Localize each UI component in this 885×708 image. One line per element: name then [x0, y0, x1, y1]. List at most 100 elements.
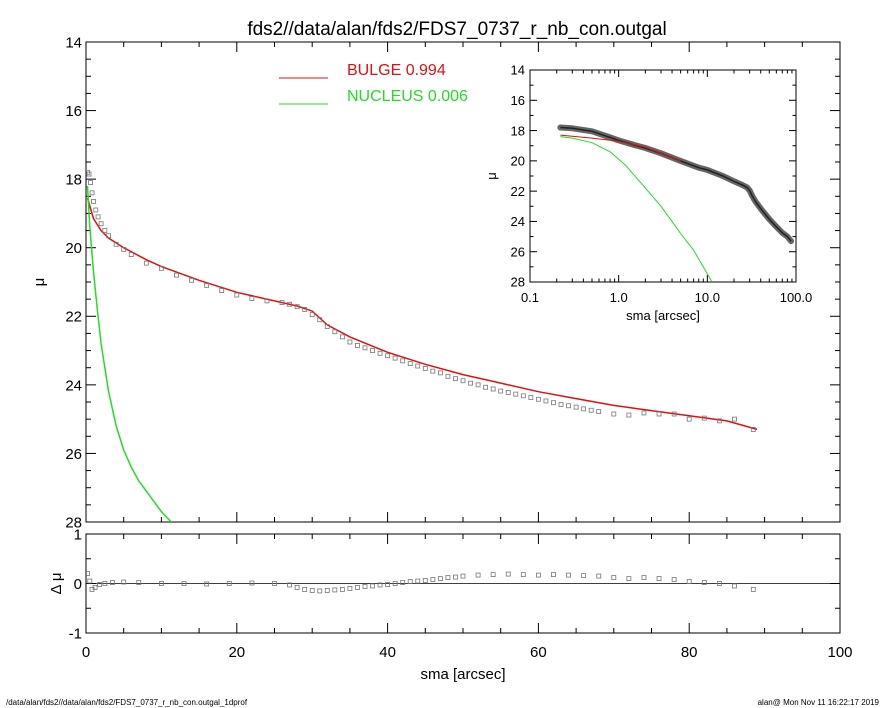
main-y-tick-label: 28 [65, 514, 82, 531]
resid-data-point [750, 587, 756, 592]
resid-data-point [701, 580, 707, 585]
inset-y-tick-label: 16 [511, 93, 525, 108]
resid-data-point [362, 584, 368, 589]
resid-data-point [566, 572, 571, 578]
main-data-point [498, 388, 504, 394]
main-data-point [505, 389, 511, 395]
main-data-point [430, 368, 436, 374]
main-y-axis-label: μ [31, 278, 48, 287]
resid-data-point [287, 582, 292, 588]
inset-panel: 0.1 1.0 10.0 100.0 14 16 18 20 22 24 26 28 sma [arcs… [484, 63, 812, 323]
resid-data-point [626, 576, 632, 581]
resid-data-point [324, 588, 330, 593]
inset-x-tick-label: 0.1 [521, 290, 539, 305]
resid-data-point [136, 580, 142, 585]
main-data-point [513, 391, 519, 397]
main-data-point [121, 247, 127, 252]
main-data-point [407, 361, 413, 367]
resid-data-point [520, 572, 526, 577]
resid-y-tick-label: 1 [74, 526, 82, 543]
main-data-point [113, 241, 119, 247]
inset-y-tick-label: 24 [511, 214, 525, 229]
main-data-point [355, 343, 360, 348]
main-data-point [596, 409, 602, 415]
resid-data-point [309, 588, 315, 593]
legend-label-1: NUCLEUS 0.006 [347, 88, 468, 105]
main-y-tick-label: 24 [65, 377, 82, 394]
resid-y-tick-label: 0 [74, 576, 82, 593]
main-data-point [566, 403, 571, 409]
main-plot-area [86, 169, 758, 522]
main-y-tick-label: 18 [65, 172, 82, 189]
main-data-point [339, 334, 345, 340]
main-data-point [415, 363, 421, 369]
main-data-point [385, 353, 391, 359]
main-data-point [95, 214, 101, 220]
resid-data-point [611, 575, 617, 580]
inset-y-tick-label: 18 [511, 123, 525, 138]
resid-x-tick-label: 40 [379, 644, 396, 661]
resid-data-point [716, 581, 722, 586]
resid-data-point [656, 576, 662, 581]
main-data-point [437, 370, 443, 376]
resid-data-point [505, 571, 511, 577]
inset-profile-line [560, 126, 792, 242]
resid-data-point [86, 571, 90, 576]
main-data-point [626, 412, 632, 418]
resid-data-point [392, 581, 398, 586]
main-data-point [294, 304, 300, 310]
main-data-point [468, 380, 473, 386]
main-data-point [98, 221, 104, 227]
main-data-point [536, 396, 541, 402]
main-data-point [88, 180, 93, 185]
resid-data-point [490, 572, 496, 577]
main-data-point [309, 312, 315, 317]
main-y-tick-label: 20 [65, 240, 82, 257]
resid-data-point [347, 586, 353, 591]
resid-data-point [422, 578, 428, 583]
inset-y-tick-label: 14 [511, 63, 525, 78]
inset-x-tick-label: 10.0 [695, 290, 720, 305]
main-data-point [732, 416, 737, 422]
resid-data-point [355, 585, 360, 590]
main-data-point [106, 233, 112, 239]
chart-title: fds2//data/alan/fds2/FDS7_0737_r_nb_con.… [247, 19, 666, 40]
footer-right-text: alan@ Mon Nov 11 16:22:17 2019 [758, 698, 880, 707]
main-data-point [287, 301, 292, 307]
legend: BULGE 0.994 NUCLEUS 0.006 [279, 62, 468, 105]
resid-data-point [332, 587, 338, 593]
main-data-point [611, 411, 617, 417]
main-data-point [528, 395, 534, 400]
resid-data-point [445, 575, 451, 580]
main-data-point [573, 404, 579, 410]
resid-data-point [437, 576, 443, 581]
main-data-point [422, 365, 428, 371]
inset-x-axis-label: sma [arcsec] [626, 308, 700, 323]
inset-frame [529, 69, 797, 283]
resid-data-point [92, 585, 98, 590]
resid-x-axis-label: sma [arcsec] [420, 666, 505, 683]
resid-data-point [317, 588, 323, 594]
resid-x-tick-label: 80 [681, 644, 698, 661]
inset-y-tick-label: 22 [511, 184, 525, 199]
main-data-point [377, 350, 383, 356]
resid-data-point [551, 572, 556, 577]
resid-data-point [596, 573, 602, 579]
main-data-point [102, 228, 108, 233]
main-data-point [716, 418, 722, 424]
main-data-point [460, 378, 466, 384]
main-data-point [219, 288, 225, 293]
inset-x-tick-label: 1.0 [610, 290, 628, 305]
main-data-point [483, 384, 489, 390]
main-data-point [89, 190, 95, 196]
resid-data-point [339, 587, 345, 592]
resid-data-point [302, 587, 308, 592]
inset-plot-area [557, 124, 795, 282]
resid-data-point [671, 577, 677, 582]
main-data-point [302, 307, 308, 312]
resid-data-point [732, 583, 737, 589]
resid-data-point [87, 578, 93, 584]
resid-data-point [102, 581, 108, 586]
legend-label-0: BULGE 0.994 [347, 62, 446, 79]
resid-data-point [453, 574, 458, 580]
